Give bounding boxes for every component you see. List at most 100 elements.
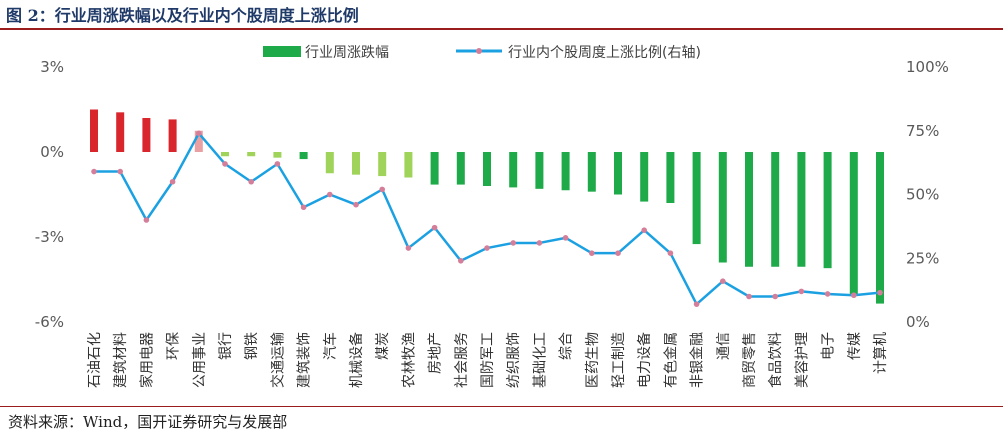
legend: 行业周涨跌幅 行业内个股周度上涨比例(右轴) bbox=[263, 45, 701, 61]
category-label: 钢铁 bbox=[244, 332, 260, 360]
left-axis: 3% 0% -3% -6% bbox=[35, 58, 64, 331]
line-point bbox=[300, 204, 307, 211]
bar bbox=[823, 152, 832, 269]
line-point bbox=[851, 292, 857, 299]
category-label: 建筑装饰 bbox=[297, 332, 313, 388]
line-series bbox=[91, 130, 883, 307]
bar bbox=[483, 152, 491, 186]
category-label: 建筑材料 bbox=[113, 332, 129, 388]
line-point bbox=[169, 178, 176, 185]
line-point bbox=[431, 224, 438, 231]
bar bbox=[797, 152, 806, 267]
line-point bbox=[379, 186, 386, 193]
bar bbox=[666, 152, 675, 203]
category-label: 环保 bbox=[166, 332, 182, 360]
category-label: 汽车 bbox=[322, 332, 339, 360]
line-point bbox=[248, 178, 254, 185]
figure-title: 图 2：行业周涨跌幅以及行业内个股周度上涨比例 bbox=[6, 6, 359, 25]
bar bbox=[299, 152, 308, 160]
line-point bbox=[641, 227, 647, 233]
right-tick-label: 0% bbox=[906, 313, 930, 331]
category-label: 家用电器 bbox=[138, 332, 155, 388]
line-point bbox=[746, 293, 752, 300]
category-label: 医药生物 bbox=[585, 332, 601, 388]
category-label: 电力设备 bbox=[636, 332, 653, 388]
bar bbox=[535, 152, 544, 189]
bar bbox=[561, 152, 570, 191]
line-point bbox=[510, 240, 516, 246]
right-tick-label: 25% bbox=[906, 249, 939, 267]
bar bbox=[352, 152, 360, 175]
line-point bbox=[222, 161, 228, 167]
line-point bbox=[274, 161, 281, 167]
bar bbox=[221, 152, 229, 157]
bar bbox=[273, 152, 282, 158]
bar bbox=[849, 152, 858, 296]
source-divider bbox=[0, 406, 1003, 407]
category-label: 综合 bbox=[559, 332, 575, 360]
bar bbox=[640, 152, 649, 202]
legend-swatch-bar bbox=[263, 46, 301, 57]
bar bbox=[587, 152, 596, 192]
legend-label-line: 行业内个股周度上涨比例(右轴) bbox=[508, 45, 701, 61]
bar bbox=[509, 152, 518, 188]
line-point bbox=[536, 240, 543, 246]
line-point bbox=[693, 301, 700, 307]
left-tick-label: 0% bbox=[40, 143, 64, 161]
category-label: 农林牧渔 bbox=[401, 332, 417, 388]
bar bbox=[745, 152, 753, 267]
left-tick-label: 3% bbox=[40, 58, 64, 76]
category-label: 基础化工 bbox=[531, 332, 548, 388]
line-point bbox=[196, 130, 202, 137]
line-point bbox=[353, 201, 359, 208]
bar bbox=[718, 152, 727, 263]
category-label: 通信 bbox=[716, 332, 732, 360]
category-label: 房地产 bbox=[428, 332, 444, 374]
line-point bbox=[562, 235, 569, 241]
line-point bbox=[327, 191, 333, 198]
category-label: 有色金属 bbox=[662, 332, 679, 388]
line-point bbox=[484, 245, 490, 251]
bar bbox=[247, 152, 256, 157]
bar bbox=[90, 109, 98, 152]
category-label: 传媒 bbox=[847, 332, 863, 360]
line-point bbox=[877, 289, 883, 296]
category-label: 机械设备 bbox=[348, 332, 365, 388]
line-point bbox=[720, 278, 726, 284]
line-point bbox=[91, 168, 97, 175]
line-point bbox=[615, 250, 621, 256]
line-point bbox=[589, 250, 595, 256]
right-tick-label: 50% bbox=[906, 186, 939, 204]
category-label: 轻工制造 bbox=[611, 332, 627, 388]
right-axis: 100% 75% 50% 25% 0% bbox=[906, 58, 949, 331]
right-tick-label: 75% bbox=[906, 122, 939, 140]
category-label: 石油石化 bbox=[87, 332, 103, 388]
bar-series bbox=[90, 109, 884, 304]
category-label: 煤炭 bbox=[375, 332, 391, 360]
category-label: 非银金融 bbox=[690, 332, 706, 388]
category-label: 食品饮料 bbox=[767, 332, 784, 388]
category-label: 国防军工 bbox=[480, 332, 496, 388]
category-label: 电子 bbox=[821, 332, 837, 360]
bar bbox=[404, 152, 413, 178]
legend-swatch-marker bbox=[476, 48, 482, 54]
bar bbox=[142, 118, 151, 152]
bar bbox=[325, 152, 334, 174]
line-point bbox=[772, 293, 778, 300]
title-divider bbox=[0, 28, 1003, 30]
bar bbox=[614, 152, 622, 195]
category-label: 社会服务 bbox=[454, 332, 470, 388]
bar bbox=[876, 152, 884, 304]
bar bbox=[430, 152, 439, 185]
chart: 行业周涨跌幅 行业内个股周度上涨比例(右轴) 3% 0% -3% -6% 100% 75… bbox=[35, 45, 949, 388]
category-label: 计算机 bbox=[873, 332, 889, 374]
bar bbox=[116, 112, 125, 152]
line-point bbox=[405, 245, 412, 251]
right-tick-label: 100% bbox=[906, 58, 949, 76]
bar bbox=[194, 130, 203, 152]
line-point bbox=[458, 258, 464, 264]
category-label: 银行 bbox=[218, 332, 234, 360]
line-point bbox=[117, 168, 123, 175]
category-label: 美容护理 bbox=[793, 332, 810, 388]
source-note: 资料来源：Wind，国开证券研究与发展部 bbox=[8, 413, 288, 431]
